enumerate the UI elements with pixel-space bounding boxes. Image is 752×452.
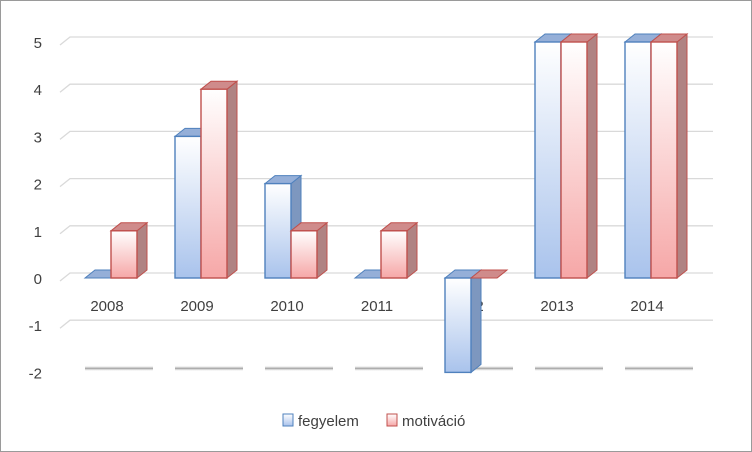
bar-front	[200, 88, 228, 279]
bar-front	[380, 230, 408, 279]
gridline	[59, 225, 713, 235]
y-tick-label: -1	[29, 318, 42, 335]
bar-side	[226, 80, 238, 280]
x-tick-label: 2011	[361, 298, 393, 315]
y-tick-label: 1	[34, 224, 42, 241]
x-tick-label: 2010	[270, 298, 303, 315]
gridline	[59, 319, 713, 329]
bar-side	[316, 221, 328, 280]
x-tick-label: 2008	[90, 298, 123, 315]
bar-motiváció-2008	[109, 221, 149, 280]
y-tick-label: 4	[34, 82, 42, 99]
y-tick-label: 0	[34, 271, 42, 288]
bar-side	[470, 268, 482, 374]
gridline	[59, 177, 713, 188]
y-tick-label: -2	[29, 365, 42, 382]
bar-motiváció-2014	[649, 32, 689, 280]
legend-label-fegyelem: fegyelem	[298, 413, 359, 430]
bar-side	[676, 32, 688, 280]
bar-front	[174, 135, 202, 279]
bar-motiváció-2012	[469, 269, 509, 279]
floor-shadow	[85, 365, 153, 372]
floor-shadow	[535, 365, 603, 372]
legend-label-motivacio: motiváció	[402, 413, 465, 430]
bar-top	[469, 269, 509, 279]
floor-shadow	[175, 365, 243, 372]
bar-front	[444, 277, 472, 374]
bar-front	[290, 230, 318, 279]
bar-front	[110, 230, 138, 279]
bar-fegyelem-2012	[443, 268, 483, 374]
bar-front	[264, 182, 292, 279]
bar-motiváció-2010	[289, 221, 329, 280]
x-tick-label: 2013	[540, 298, 573, 315]
legend-swatch-motivacio	[386, 413, 398, 427]
bar-motiváció-2013	[559, 32, 599, 280]
legend: fegyelem motiváció	[282, 413, 465, 430]
bar-front	[624, 41, 652, 279]
bar-motiváció-2009	[199, 80, 239, 280]
gridline	[59, 36, 713, 46]
bar-side	[406, 221, 418, 280]
bar-side	[136, 221, 148, 280]
legend-swatch-fegyelem	[282, 413, 294, 427]
y-tick-label: 3	[34, 129, 42, 146]
floor-shadow	[355, 365, 423, 372]
x-tick-label: 2009	[180, 298, 213, 315]
bar-side	[586, 32, 598, 280]
gridline	[59, 130, 713, 140]
bar-motiváció-2011	[379, 221, 419, 280]
x-tick-label: 2014	[630, 298, 663, 315]
bar-front	[650, 41, 678, 279]
floor-shadow	[445, 365, 513, 372]
y-tick-label: 5	[34, 35, 42, 52]
bar-front	[560, 41, 588, 279]
bar-front	[534, 41, 562, 279]
floor-shadow	[265, 365, 333, 372]
gridline	[59, 83, 713, 93]
y-tick-label: 2	[34, 177, 42, 194]
floor-shadow	[625, 365, 693, 372]
